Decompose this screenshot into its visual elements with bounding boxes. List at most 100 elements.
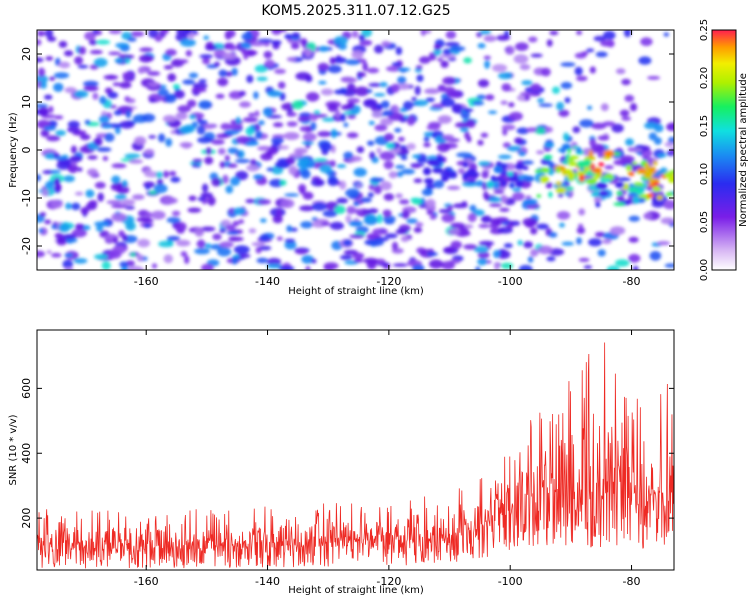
snr-x-tick-label: -140 [255, 575, 280, 588]
heatmap-cell [151, 263, 158, 269]
heatmap-hotspot [462, 161, 469, 168]
heatmap-cell [666, 123, 674, 132]
heatmap-cell [484, 60, 491, 69]
heatmap-cell [564, 97, 571, 104]
heatmap-cell [177, 105, 191, 113]
heatmap-cell [286, 121, 298, 127]
heatmap-cell [269, 178, 284, 188]
heatmap-hotspot [452, 172, 458, 179]
heatmap-cell [246, 164, 260, 172]
heatmap-cell [519, 64, 531, 71]
snr-y-label: SNR (10 * v/v) [8, 414, 19, 485]
heatmap-cell [77, 64, 89, 69]
heatmap-cell [433, 44, 441, 51]
heatmap-cell [40, 81, 47, 89]
heatmap-cell [669, 147, 674, 155]
heatmap-cell [274, 161, 291, 169]
heatmap-cell [353, 258, 364, 263]
heatmap-cell [63, 50, 74, 57]
heatmap-cell [406, 218, 418, 224]
heatmap-cell [229, 236, 244, 242]
heatmap-hotspot [591, 167, 603, 174]
heatmap-cell [515, 42, 529, 51]
heatmap-cell [512, 192, 525, 201]
heatmap-cell [124, 96, 131, 102]
heatmap-cell [420, 30, 426, 36]
heatmap-cell [536, 223, 549, 230]
heatmap-cell [401, 168, 415, 175]
heatmap-cell [128, 159, 143, 164]
heatmap-cell [158, 240, 174, 248]
heatmap-cell [77, 167, 83, 172]
heatmap-cell [185, 50, 192, 57]
heatmap-cell [594, 231, 606, 238]
heatmap-cell [505, 45, 515, 55]
heatmap-cell [522, 217, 538, 227]
heatmap-cell [457, 168, 466, 175]
heatmap-cell [477, 139, 484, 146]
heatmap-hotspot [515, 163, 525, 171]
heatmap-cell [148, 135, 157, 139]
heatmap-cell [426, 210, 434, 216]
heatmap-cell [255, 130, 263, 140]
heatmap-cell [351, 30, 359, 38]
heatmap-cell [119, 261, 129, 268]
heatmap-cell [574, 52, 587, 59]
heatmap-cell [58, 40, 68, 48]
heatmap-cell [107, 250, 122, 259]
heatmap-cell [122, 179, 128, 187]
heatmap-cell [327, 65, 342, 74]
heatmap-cell [425, 183, 436, 190]
heatmap-cell [319, 142, 333, 152]
heatmap-cell [37, 174, 41, 182]
heatmap-cell [345, 188, 360, 198]
heatmap-cell [188, 195, 197, 202]
heatmap-cell [649, 251, 662, 261]
heatmap-cell [304, 48, 313, 57]
heatmap-cell [588, 238, 602, 247]
heatmap-cell [317, 131, 332, 137]
heatmap-cell [214, 61, 220, 67]
heatmap-cell [271, 40, 282, 45]
heatmap-cell [284, 240, 297, 250]
spectrogram-y-tick-label: 20 [20, 47, 33, 61]
heatmap-hotspot [462, 173, 468, 181]
heatmap-cell [124, 153, 141, 159]
heatmap-cell [473, 246, 489, 253]
heatmap-cell [134, 136, 147, 146]
spectrogram-y-tick-label: 0 [20, 147, 33, 154]
heatmap-cell [260, 218, 267, 223]
heatmap-cell [366, 67, 380, 74]
heatmap-hotspot [445, 170, 451, 177]
heatmap-cell [341, 77, 358, 83]
heatmap-cell [63, 175, 75, 183]
heatmap-cell [235, 116, 241, 125]
heatmap-hotspot [493, 165, 503, 174]
heatmap-cell [358, 34, 365, 40]
heatmap-cell [264, 59, 275, 68]
heatmap-cell [463, 244, 478, 250]
heatmap-cell [241, 32, 254, 41]
heatmap-cell [207, 196, 216, 206]
heatmap-peak [598, 162, 605, 167]
heatmap-cell [368, 208, 379, 214]
heatmap-cell [64, 87, 77, 94]
heatmap-hotspot [597, 172, 603, 178]
heatmap-cell [663, 32, 670, 37]
heatmap-cell [376, 147, 382, 154]
heatmap-cell [182, 79, 196, 85]
heatmap-cell [513, 54, 529, 64]
heatmap-cell [227, 45, 238, 51]
heatmap-cell [477, 43, 486, 49]
heatmap-cell [488, 196, 502, 203]
heatmap-cell [176, 227, 185, 234]
heatmap-cell [266, 167, 275, 172]
heatmap-cell [38, 106, 49, 117]
heatmap-cell [379, 117, 394, 126]
heatmap-cell [238, 90, 246, 97]
heatmap-cell [502, 142, 511, 148]
heatmap-cell [395, 46, 403, 56]
heatmap-cell [443, 247, 455, 253]
heatmap-cell [292, 100, 304, 110]
heatmap-cell [449, 46, 466, 52]
